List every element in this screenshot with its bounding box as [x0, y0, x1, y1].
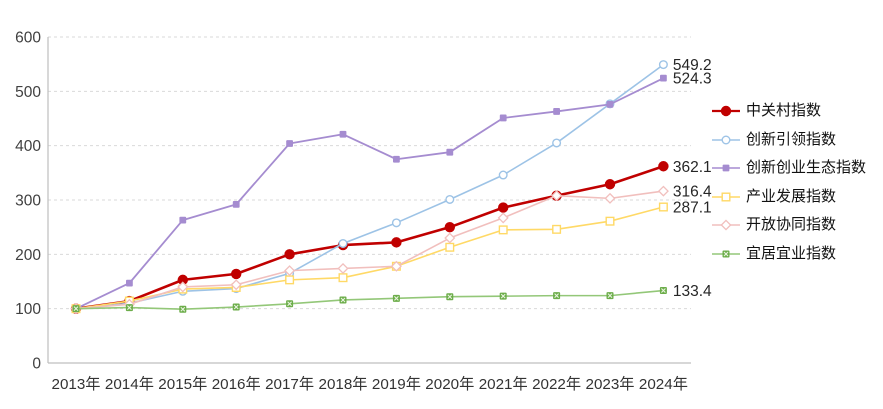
- svg-text:600: 600: [15, 30, 41, 47]
- svg-text:100: 100: [15, 301, 41, 318]
- svg-text:524.3: 524.3: [673, 71, 712, 88]
- svg-text:2014年: 2014年: [105, 376, 154, 393]
- legend-marker-industry-development-icon: [712, 192, 740, 202]
- svg-text:2015年: 2015年: [158, 376, 207, 393]
- legend-marker-open-collaboration-icon: [712, 219, 740, 231]
- legend-item-zhongguancun: 中关村指数: [711, 101, 866, 121]
- svg-text:2016年: 2016年: [212, 376, 261, 393]
- svg-text:2022年: 2022年: [532, 376, 581, 393]
- legend-item-industry-development: 产业发展指数: [711, 187, 866, 207]
- legend-label-innovation-ecosystem: 创新创业生态指数: [746, 159, 867, 177]
- svg-text:2021年: 2021年: [479, 376, 528, 393]
- svg-text:2018年: 2018年: [319, 376, 368, 393]
- svg-text:300: 300: [15, 193, 41, 210]
- svg-text:2013年: 2013年: [52, 376, 101, 393]
- svg-text:316.4: 316.4: [673, 184, 712, 201]
- svg-text:287.1: 287.1: [673, 200, 712, 217]
- svg-text:2020年: 2020年: [425, 376, 474, 393]
- legend-marker-zhongguancun-icon: [712, 105, 740, 117]
- legend-label-open-collaboration: 开放协同指数: [746, 216, 837, 234]
- svg-text:362.1: 362.1: [673, 159, 712, 176]
- svg-text:133.4: 133.4: [673, 283, 712, 300]
- svg-text:400: 400: [15, 138, 41, 155]
- legend-label-industry-development: 产业发展指数: [746, 187, 837, 205]
- legend-item-innovation-leading: 创新引领指数: [711, 130, 866, 150]
- svg-text:200: 200: [15, 247, 41, 264]
- legend-marker-livability-icon: [712, 250, 740, 258]
- legend-marker-innovation-ecosystem-icon: [712, 164, 740, 172]
- legend-item-open-collaboration: 开放协同指数: [711, 215, 866, 235]
- legend-item-livability: 宜居宜业指数: [711, 244, 866, 264]
- legend-label-innovation-leading: 创新引领指数: [746, 130, 837, 148]
- svg-text:2023年: 2023年: [586, 376, 635, 393]
- legend-marker-innovation-leading-icon: [712, 135, 740, 145]
- svg-text:0: 0: [32, 356, 41, 373]
- svg-text:500: 500: [15, 84, 41, 101]
- svg-text:2017年: 2017年: [265, 376, 314, 393]
- legend-label-zhongguancun: 中关村指数: [746, 102, 822, 119]
- svg-text:549.2: 549.2: [673, 57, 712, 74]
- legend-label-livability: 宜居宜业指数: [746, 244, 837, 262]
- legend-item-innovation-ecosystem: 创新创业生态指数: [711, 158, 866, 178]
- svg-text:2019年: 2019年: [372, 376, 421, 393]
- svg-text:2024年: 2024年: [639, 376, 688, 393]
- chart-legend: 中关村指数 创新引领指数 创新创业生态指数 产业发展指数 开放协同指数 宜居宜业…: [711, 101, 866, 273]
